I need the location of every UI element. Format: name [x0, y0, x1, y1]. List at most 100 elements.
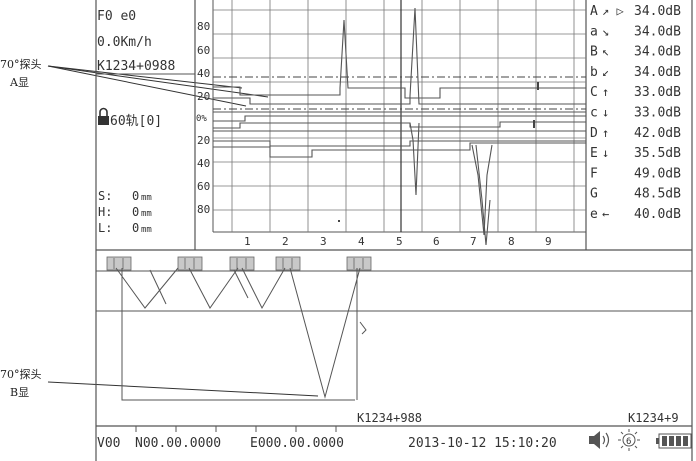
gain-channel-label: B [590, 45, 598, 60]
gain-channel-arrow: ↖ [602, 45, 609, 59]
gain-channel-arrow: ↑ [602, 85, 609, 99]
gain-value: 33.0dB [634, 106, 681, 121]
gain-channel-label: D [590, 126, 598, 141]
trace-echo-mid [409, 122, 420, 196]
trace-echo-deep [471, 144, 493, 236]
y-tick-label: 60 [197, 44, 210, 57]
x-tick-label: 5 [396, 235, 403, 248]
annotation-probe-a-line2: A显 [9, 76, 29, 89]
s-unit: mm [141, 193, 152, 203]
trace-dots [338, 82, 539, 222]
a-scan-panel: 80 60 40 20 0% 20 40 60 80 1 2 3 4 5 6 7… [96, 0, 692, 251]
b-scan-traces [115, 267, 367, 401]
gain-channel-label: b [590, 65, 598, 80]
mileage-readout: K1234+0988 [97, 59, 175, 74]
x-tick-label: 1 [244, 235, 251, 248]
b-scan-scale-ticks [135, 426, 337, 432]
gain-value: 35.5dB [634, 146, 681, 161]
trace-channel-b [213, 7, 586, 105]
b-scan-mileage-center: K1234+988 [357, 411, 422, 425]
leader-line [47, 65, 269, 98]
y-tick-label: 80 [197, 20, 210, 33]
annotation-probe-b-line1: 70°探头 [0, 368, 42, 381]
b-scan-panel: K1234+988 K1234+9 [96, 256, 692, 432]
gain-channel-arrow: ↓ [602, 106, 609, 120]
trace-channel-d [213, 115, 586, 122]
gain-channel-arrow: ↗ ▷ [602, 4, 624, 18]
satellite-icon: 6 [618, 429, 640, 451]
y-tick-label: 60 [197, 180, 210, 193]
gain-channel-label: e [590, 207, 598, 222]
s-label: S: [98, 189, 112, 203]
b-trace [149, 269, 167, 305]
a-scan-y-ticks: 80 60 40 20 0% 20 40 60 80 [196, 20, 210, 216]
gain-channel-label: G [590, 187, 598, 202]
rail-type: 60轨[0] [110, 114, 162, 129]
gps-count: 6 [626, 437, 631, 447]
y-tick-label: 20 [197, 134, 210, 147]
annotation-probe-b: 70°探头 B显 [0, 368, 319, 399]
probe-marker [229, 256, 255, 271]
b-scan-mileage-right: K1234+9 [628, 411, 679, 425]
gain-channel-label: C [590, 85, 598, 100]
status-panel: F0 e0 0.0Km/h K1234+0988 60轨[0] S: 0 mm … [96, 9, 195, 235]
trace-echo-deep-2 [475, 144, 491, 246]
y-tick-label: 40 [197, 157, 210, 170]
a-scan-traces [213, 7, 586, 246]
x-tick-label: 8 [508, 235, 515, 248]
status-east: E000.00.0000 [250, 436, 344, 451]
h-unit: mm [141, 209, 152, 219]
b-trace [241, 267, 286, 310]
gain-panel: A ↗ ▷ 34.0dB a ↘ 34.0dB B ↖ 34.0dB b ↙ 34.0dB C ↑ 33.0… [590, 4, 681, 222]
y-tick-label: 40 [197, 67, 210, 80]
gain-channel-label: a [590, 24, 598, 39]
b-scan-markers [106, 256, 372, 271]
gain-value: 42.0dB [634, 126, 681, 141]
gain-value: 48.5dB [634, 187, 681, 202]
status-datetime: 2013-10-12 15:10:20 [408, 436, 557, 451]
a-scan-x-ticks: 1 2 3 4 5 6 7 8 9 [244, 235, 552, 248]
gain-value: 34.0dB [634, 4, 681, 19]
trace-channel-e [213, 121, 586, 129]
b-trace [121, 268, 355, 401]
leader-line [47, 65, 243, 89]
l-unit: mm [141, 225, 152, 235]
y-tick-label: 80 [197, 203, 210, 216]
b-trace [188, 267, 239, 309]
y-zero-label: 0% [196, 114, 207, 124]
gain-value: 34.0dB [634, 65, 681, 80]
x-tick-label: 3 [320, 235, 327, 248]
gain-value: 33.0dB [634, 85, 681, 100]
y-tick-label: 20 [197, 90, 210, 103]
gain-channel-label: E [590, 146, 598, 161]
probe-marker [106, 256, 132, 271]
speaker-icon[interactable] [589, 431, 610, 449]
h-value: 0 [132, 205, 139, 219]
lock-icon [98, 107, 109, 125]
annotation-probe-a-line1: 70°探头 [0, 58, 42, 71]
x-tick-label: 6 [433, 235, 440, 248]
status-north: N00.00.0000 [135, 436, 221, 451]
gain-channel-arrow: ↓ [602, 146, 609, 160]
gain-channel-arrow: ↙ [602, 65, 609, 79]
trace-channel-h [213, 142, 586, 158]
b-trace [233, 269, 249, 299]
annotation-probe-b-line2: B显 [10, 386, 29, 399]
gain-channel-arrow: ↘ [602, 24, 609, 38]
status-v: V00 [97, 436, 120, 451]
leader-line [47, 381, 319, 397]
x-tick-label: 4 [358, 235, 365, 248]
gain-channel-label: A [590, 4, 598, 19]
b-trace [115, 267, 179, 309]
trace-channel-a [213, 19, 586, 99]
x-tick-label: 9 [545, 235, 552, 248]
h-label: H: [98, 205, 112, 219]
l-value: 0 [132, 221, 139, 235]
battery-icon [656, 433, 692, 449]
gain-channel-arrow: ↑ [602, 126, 609, 140]
x-tick-label: 7 [470, 235, 477, 248]
b-trace [359, 321, 367, 335]
gain-value: 34.0dB [634, 45, 681, 60]
gain-value: 49.0dB [634, 166, 681, 181]
x-tick-label: 2 [282, 235, 289, 248]
